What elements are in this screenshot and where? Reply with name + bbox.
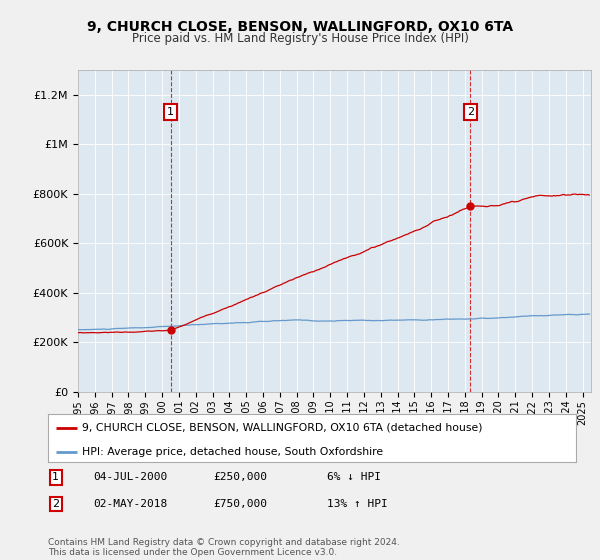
Text: 02-MAY-2018: 02-MAY-2018 <box>93 499 167 509</box>
Text: 9, CHURCH CLOSE, BENSON, WALLINGFORD, OX10 6TA (detached house): 9, CHURCH CLOSE, BENSON, WALLINGFORD, OX… <box>82 423 483 433</box>
Text: 1: 1 <box>167 107 174 117</box>
Text: 9, CHURCH CLOSE, BENSON, WALLINGFORD, OX10 6TA: 9, CHURCH CLOSE, BENSON, WALLINGFORD, OX… <box>87 20 513 34</box>
Text: 04-JUL-2000: 04-JUL-2000 <box>93 472 167 482</box>
Text: 13% ↑ HPI: 13% ↑ HPI <box>327 499 388 509</box>
Text: 1: 1 <box>52 472 59 482</box>
Text: 6% ↓ HPI: 6% ↓ HPI <box>327 472 381 482</box>
Text: Contains HM Land Registry data © Crown copyright and database right 2024.
This d: Contains HM Land Registry data © Crown c… <box>48 538 400 557</box>
Text: 2: 2 <box>52 499 59 509</box>
Text: £750,000: £750,000 <box>213 499 267 509</box>
Text: Price paid vs. HM Land Registry's House Price Index (HPI): Price paid vs. HM Land Registry's House … <box>131 32 469 45</box>
Text: 2: 2 <box>467 107 474 117</box>
Text: HPI: Average price, detached house, South Oxfordshire: HPI: Average price, detached house, Sout… <box>82 446 383 456</box>
Text: £250,000: £250,000 <box>213 472 267 482</box>
